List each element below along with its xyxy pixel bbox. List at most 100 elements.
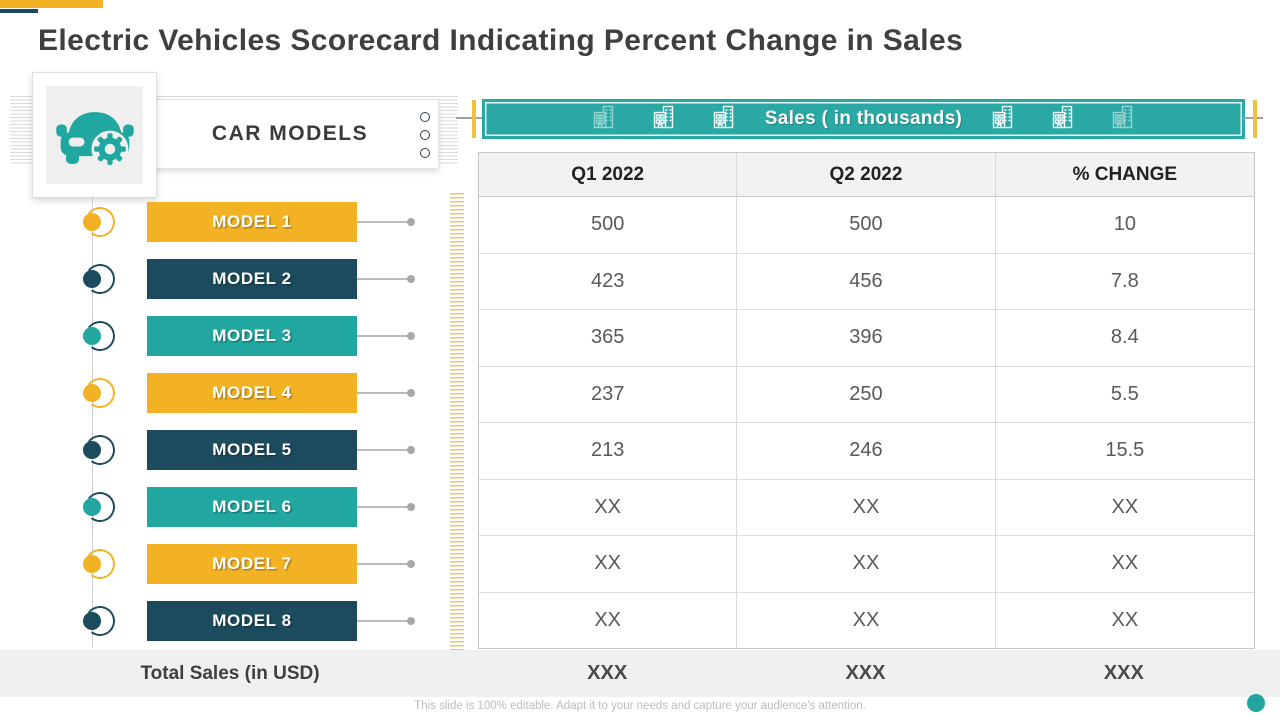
building-icon [990, 104, 1016, 135]
table-cell: 7.8 [995, 254, 1254, 310]
table-cell: 250 [737, 366, 996, 423]
decorative-circles [420, 112, 430, 158]
table-cell: 246 [737, 423, 996, 480]
table-row: XX XX XX [479, 479, 1254, 536]
table-row: 237 250 5.5 [479, 366, 1254, 423]
model-row: MODEL 1 [0, 202, 470, 242]
model-marker-dot [83, 612, 101, 630]
model-row: MODEL 7 [0, 544, 470, 584]
model-row: MODEL 4 [0, 373, 470, 413]
model-marker-dot [83, 384, 101, 402]
table-row: XX XX XX [479, 536, 1254, 593]
connector-spine [92, 196, 93, 648]
model-row: MODEL 8 [0, 601, 470, 641]
model-connector-line [357, 278, 408, 280]
table-cell: XX [737, 479, 996, 536]
table-cell: XX [995, 480, 1254, 536]
building-icon [711, 104, 737, 135]
table-cell: XX [479, 479, 738, 536]
table-row: XX XX XX [479, 592, 1254, 648]
circle-icon [420, 112, 430, 122]
table-cell: 10 [995, 197, 1254, 254]
sales-table: Q1 2022 Q2 2022% CHANGE 500 500 10 423 456 7.8… [478, 152, 1255, 649]
model-row: MODEL 5 [0, 430, 470, 470]
model-marker-dot [83, 327, 101, 345]
table-cell: 15.5 [995, 423, 1254, 480]
table-cell: XX [995, 536, 1254, 593]
building-icon [651, 104, 677, 135]
model-row: MODEL 3 [0, 316, 470, 356]
sales-banner: Sales ( in thousands) [482, 99, 1245, 139]
model-connector-line [357, 392, 408, 394]
footer-note: This slide is 100% editable. Adapt it to… [414, 700, 866, 712]
table-cell: 8.4 [995, 310, 1254, 367]
model-connector-dot [407, 446, 415, 454]
model-marker-dot [83, 498, 101, 516]
page-title: Electric Vehicles Scorecard Indicating P… [38, 24, 964, 57]
table-header-cell: Q2 2022 [737, 153, 996, 197]
model-button: MODEL 6 [147, 487, 357, 527]
total-value-cell: XXX [587, 662, 628, 684]
model-button: MODEL 2 [147, 259, 357, 299]
building-icon [1110, 104, 1136, 135]
model-button: MODEL 3 [147, 316, 357, 356]
table-cell: 423 [479, 253, 738, 310]
total-row-band [0, 650, 1280, 697]
model-connector-line [357, 449, 408, 451]
table-cell: XX [1111, 608, 1139, 631]
table-cell: XX [479, 536, 738, 593]
model-list: MODEL 1 MODEL 2 MODEL 3 MODEL 4 MODEL 5 MODEL… [0, 202, 470, 641]
model-connector-line [357, 221, 408, 223]
model-connector-dot [407, 332, 415, 340]
model-marker-dot [83, 270, 101, 288]
table-cell: 500 [737, 197, 996, 254]
table-cell: 456 [737, 253, 996, 310]
building-icon [591, 104, 617, 135]
total-value-cell: XXX [1103, 662, 1144, 684]
model-marker-dot [83, 555, 101, 573]
model-connector-line [357, 563, 408, 565]
model-connector-line [357, 506, 408, 508]
model-connector-line [357, 620, 408, 622]
model-row: MODEL 2 [0, 259, 470, 299]
table-row: 423 456 7.8 [479, 253, 1254, 310]
banner-tick-left [472, 100, 476, 138]
corner-accent-yellow [0, 0, 103, 8]
table-header-cell: % CHANGE [995, 153, 1254, 197]
table-cell: XX [479, 592, 738, 648]
model-connector-dot [407, 389, 415, 397]
total-values-row: XXX XXX XXX [478, 650, 1253, 697]
car-models-label: CAR MODELS [211, 122, 369, 145]
banner-icons-left [591, 104, 737, 135]
total-sales-label: Total Sales (in USD) [140, 662, 320, 684]
table-cell: XX [737, 536, 996, 593]
table-cell: 5.5 [995, 367, 1254, 423]
model-row: MODEL 6 [0, 487, 470, 527]
table-cell: XX [737, 592, 996, 648]
table-row: 365 396 8.4 [479, 310, 1254, 367]
table-header-row: Q1 2022 Q2 2022% CHANGE [479, 153, 1254, 197]
table-body: 500 500 10 423 456 7.8 365 396 8.4 237 250 5.5 213 24… [479, 197, 1254, 648]
model-button: MODEL 4 [147, 373, 357, 413]
model-button: MODEL 7 [147, 544, 357, 584]
hatched-divider [450, 193, 464, 650]
model-button: MODEL 8 [147, 601, 357, 641]
car-gear-icon [46, 86, 143, 184]
sales-banner-title: Sales ( in thousands) [764, 108, 963, 129]
circle-icon [420, 130, 430, 140]
model-connector-dot [407, 218, 415, 226]
banner-icons-right [990, 104, 1136, 135]
building-icon [1050, 104, 1076, 135]
model-marker-dot [83, 441, 101, 459]
model-button: MODEL 5 [147, 430, 357, 470]
model-connector-line [357, 335, 408, 337]
table-cell: 365 [479, 310, 738, 367]
table-cell: 213 [479, 423, 738, 480]
circle-icon [420, 148, 430, 158]
table-cell: 500 [479, 197, 738, 254]
corner-accent-navy [0, 9, 38, 13]
table-row: 500 500 10 [479, 197, 1254, 254]
table-cell: 396 [737, 310, 996, 367]
corner-dot [1247, 694, 1265, 712]
